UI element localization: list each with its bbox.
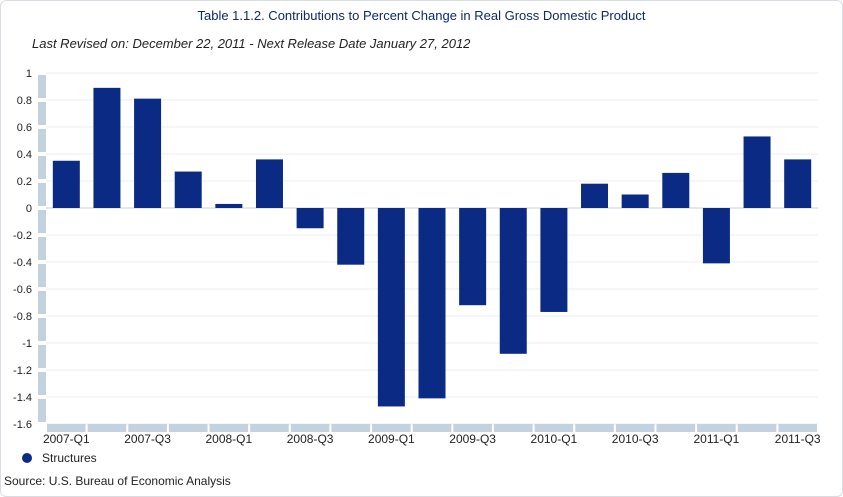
- bar: [134, 98, 162, 208]
- x-tick-label: 2007-Q3: [124, 432, 171, 446]
- y-axis-segment: [38, 210, 46, 233]
- x-tick-label: 2009-Q1: [368, 432, 415, 446]
- legend-label: Structures: [42, 451, 97, 465]
- x-axis-segment: [656, 424, 696, 432]
- bar: [377, 208, 405, 407]
- bar: [215, 203, 243, 208]
- bar: [581, 183, 609, 208]
- y-tick-label: -1.6: [13, 419, 32, 431]
- y-tick-label: -1.2: [13, 365, 32, 377]
- bar: [784, 159, 812, 208]
- y-tick-label: 1: [26, 68, 32, 80]
- y-axis-segment: [38, 102, 46, 125]
- x-tick-label: 2011-Q3: [775, 432, 821, 446]
- bar: [743, 136, 771, 208]
- x-tick-label: 2011-Q1: [694, 432, 740, 446]
- x-axis-segment: [615, 424, 655, 432]
- legend-marker: [22, 453, 32, 463]
- y-tick-label: -0.4: [13, 257, 32, 269]
- x-axis-segment: [87, 424, 127, 432]
- y-tick-label: 0: [26, 203, 32, 215]
- bar: [174, 171, 202, 208]
- x-tick-label: 2010-Q1: [531, 432, 578, 446]
- bar: [418, 208, 446, 399]
- bar: [702, 208, 730, 264]
- bar: [93, 87, 121, 208]
- x-tick-label: 2010-Q3: [612, 432, 659, 446]
- x-axis-segment: [412, 424, 452, 432]
- bar: [662, 172, 690, 208]
- y-axis-segment: [38, 183, 46, 206]
- y-tick-label: 0.4: [17, 149, 32, 161]
- y-tick-label: -1.4: [13, 392, 32, 404]
- bar: [52, 160, 80, 208]
- y-tick-label: 0.8: [17, 95, 32, 107]
- bar: [255, 159, 283, 208]
- bar: [621, 194, 649, 208]
- x-tick-label: 2007-Q1: [43, 432, 90, 446]
- y-axis-segment: [38, 156, 46, 179]
- x-axis-segment: [209, 424, 249, 432]
- y-axis-segment: [38, 372, 46, 395]
- x-axis-segment: [250, 424, 289, 432]
- legend[interactable]: Structures: [22, 451, 97, 465]
- bar: [459, 208, 487, 306]
- x-axis-segment: [575, 424, 614, 432]
- x-axis-segment: [168, 424, 208, 432]
- y-tick-label: -0.2: [13, 230, 32, 242]
- y-axis-segment: [38, 399, 46, 422]
- bar: [296, 208, 324, 229]
- x-tick-label: 2008-Q1: [205, 432, 252, 446]
- y-axis-segment: [38, 345, 46, 368]
- x-axis-segment: [697, 424, 736, 432]
- x-axis-segment: [47, 424, 86, 432]
- y-axis-segment: [38, 264, 46, 287]
- x-axis-segment: [128, 424, 167, 432]
- y-axis-segment: [38, 318, 46, 341]
- x-axis-segment: [331, 424, 371, 432]
- x-axis-segment: [290, 424, 330, 432]
- source-note: Source: U.S. Bureau of Economic Analysis: [4, 474, 231, 488]
- chart-subtitle: Last Revised on: December 22, 2011 - Nex…: [32, 36, 471, 51]
- y-tick-label: -1: [22, 338, 32, 350]
- y-tick-label: 0.6: [17, 122, 32, 134]
- y-tick-label: -0.6: [13, 284, 32, 296]
- x-axis-segment: [534, 424, 574, 432]
- x-axis-segment: [737, 424, 777, 432]
- x-axis-segment: [493, 424, 533, 432]
- y-axis-segment: [38, 237, 46, 260]
- y-tick-label: 0.2: [17, 176, 32, 188]
- bar: [337, 208, 365, 265]
- y-axis-segment: [38, 75, 46, 98]
- x-axis-segment: [453, 424, 492, 432]
- x-tick-label: 2009-Q3: [449, 432, 496, 446]
- x-axis-segment: [372, 424, 411, 432]
- y-tick-label: -0.8: [13, 311, 32, 323]
- x-tick-label: 2008-Q3: [287, 432, 334, 446]
- y-axis-segment: [38, 291, 46, 314]
- bar: [540, 208, 568, 312]
- x-axis-segment: [778, 424, 817, 432]
- bar: [499, 208, 527, 354]
- chart-title: Table 1.1.2. Contributions to Percent Ch…: [197, 8, 646, 23]
- y-axis-segment: [38, 129, 46, 152]
